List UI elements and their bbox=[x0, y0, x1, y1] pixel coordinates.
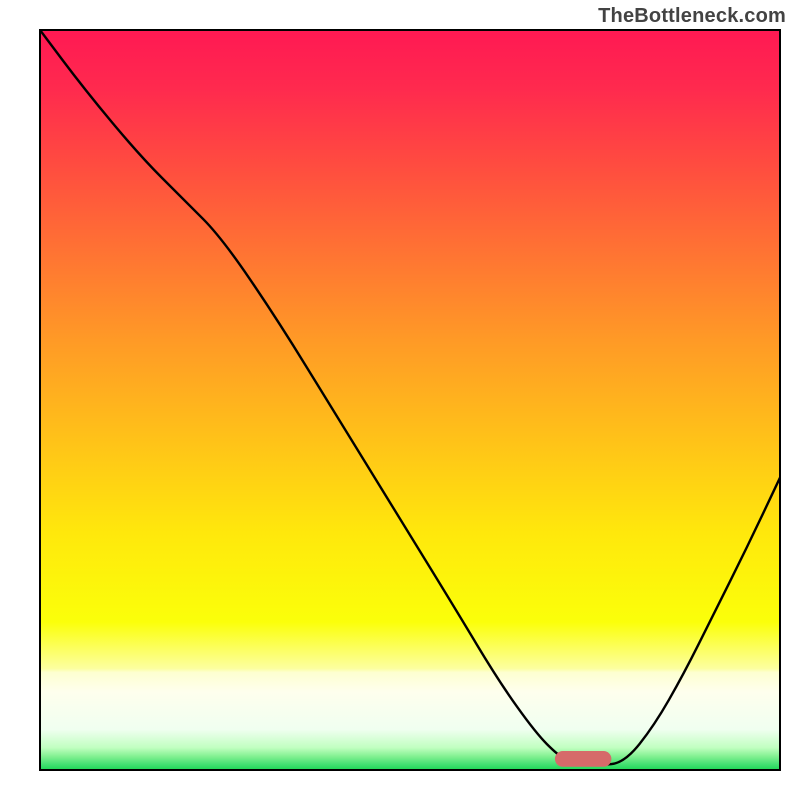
gradient-background bbox=[40, 30, 780, 770]
chart-container: TheBottleneck.com bbox=[0, 0, 800, 800]
plot-area bbox=[40, 30, 780, 770]
watermark-text: TheBottleneck.com bbox=[598, 5, 786, 28]
optimal-marker bbox=[555, 752, 611, 767]
bottleneck-chart bbox=[0, 0, 800, 800]
